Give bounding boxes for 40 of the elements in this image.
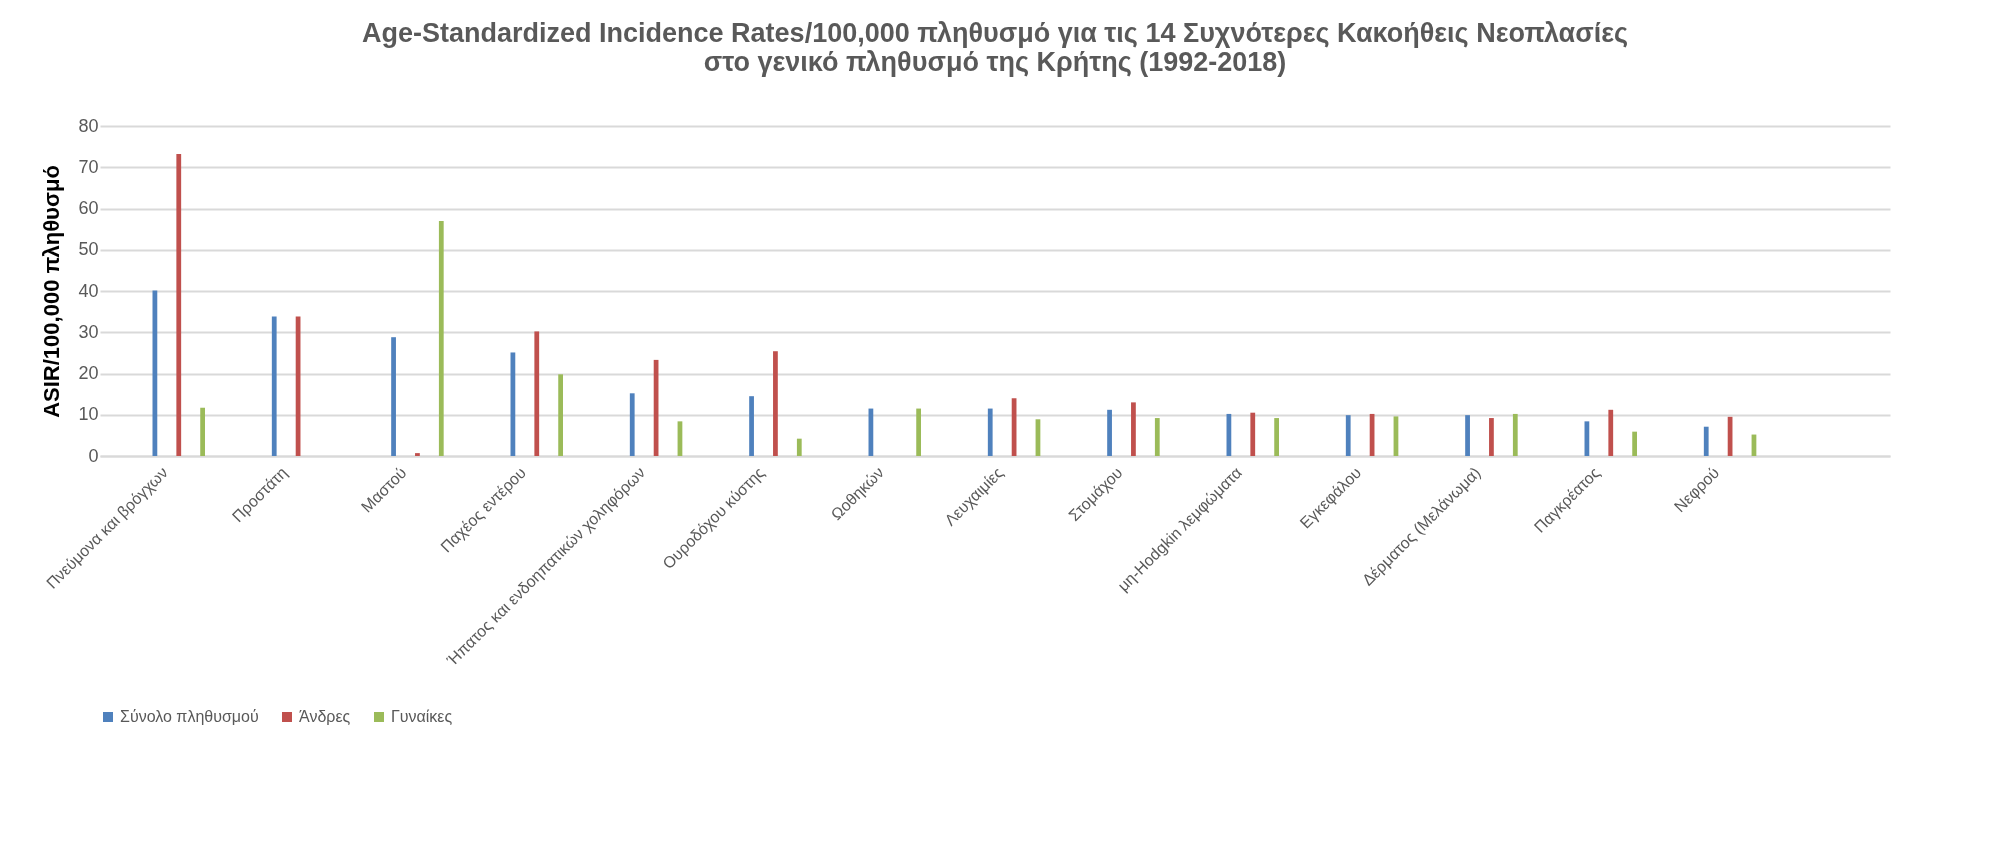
bar [534, 331, 540, 456]
bar [773, 351, 778, 456]
bar [391, 337, 396, 456]
bar [749, 396, 754, 456]
bar [415, 453, 420, 456]
bar [1703, 426, 1709, 456]
bar [796, 438, 802, 456]
y-tick-label: 40 [78, 280, 99, 301]
y-tick-label: 20 [78, 363, 99, 383]
bar [1131, 402, 1136, 456]
bar [1512, 413, 1518, 456]
legend-label: Άνδρες [299, 708, 351, 725]
bar [176, 154, 182, 456]
bar [1345, 415, 1351, 456]
bar [1489, 418, 1494, 456]
y-tick-label: 70 [78, 156, 99, 177]
bar [1107, 409, 1112, 456]
y-tick-label: 0 [88, 445, 99, 466]
y-axis-title: ASIR/100,000 πληθυσμό [39, 165, 65, 418]
bar [1250, 412, 1256, 456]
legend-label: Σύνολο πληθυσμού [120, 708, 259, 725]
bar [916, 408, 922, 456]
y-tick-label: 10 [78, 404, 99, 425]
bar [1154, 418, 1160, 456]
bar [1608, 409, 1614, 456]
y-tick-label: 60 [78, 198, 99, 218]
y-tick-label: 30 [78, 321, 99, 342]
chart-title: Age-Standardized Incidence Rates/100,000 πληθυσμό για τις 14 Συχνότερες Κακοήθεις Νεοπλασίες στο γενικό πληθυσμό της Κρήτης (1992-2018) [362, 18, 1628, 77]
y-tick-label: 80 [78, 115, 99, 136]
y-tick-label: 50 [78, 239, 99, 260]
bar [629, 393, 635, 456]
bar [1632, 431, 1638, 456]
bar [558, 374, 564, 456]
bar [987, 408, 993, 456]
legend-label: Γυναίκες [391, 708, 453, 725]
bar [1274, 418, 1280, 456]
bar [1465, 415, 1470, 456]
bar [438, 220, 444, 456]
bar [200, 407, 206, 456]
bar [271, 316, 277, 456]
